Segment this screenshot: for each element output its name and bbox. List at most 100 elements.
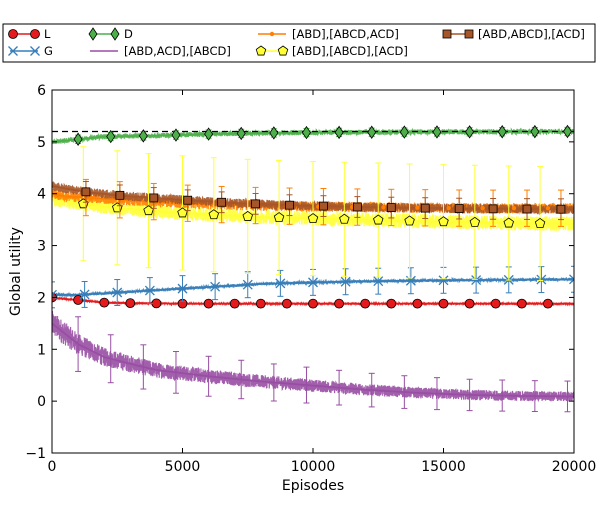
data-point [360, 298, 371, 309]
data-point [569, 274, 574, 285]
x-tick-label: 0 [48, 459, 57, 475]
x-tick-label: 15000 [421, 459, 466, 475]
data-point [73, 132, 83, 146]
error-bar [368, 372, 375, 408]
x-tick-label: 20000 [552, 459, 597, 475]
data-point [125, 298, 136, 309]
legend-label: [ABD],[ABCD,ACD] [292, 27, 399, 41]
legend-label: G [44, 44, 53, 58]
data-point [545, 206, 551, 211]
error-bar [238, 359, 245, 400]
data-point [536, 274, 547, 285]
legend-marker [8, 46, 18, 56]
data-point [543, 298, 553, 309]
legend-item: L [8, 27, 51, 41]
data-point [106, 129, 116, 144]
series-0-marks [52, 292, 553, 309]
legend-marker [88, 27, 98, 41]
data-point [480, 206, 485, 211]
legend-item: D [88, 27, 133, 41]
legend-label: D [124, 27, 133, 41]
error-bar [531, 380, 538, 413]
data-point [522, 204, 532, 214]
data-point [149, 193, 159, 203]
data-point [381, 205, 386, 210]
error-bar [205, 355, 212, 397]
data-point [112, 287, 123, 298]
data-point [88, 195, 94, 201]
data-point [373, 276, 384, 287]
data-point [171, 128, 181, 142]
legend: LG D [ABD,ACD],[ABCD] [ABD],[ABCD,ACD] [ABD]… [2, 23, 596, 63]
data-point [208, 209, 220, 220]
data-point [308, 298, 318, 309]
legend-item: [ABD,ACD],[ABCD] [90, 44, 231, 58]
error-bar [172, 351, 179, 394]
plot-area [52, 124, 574, 413]
data-point [438, 275, 449, 286]
y-tick-label: 4 [37, 187, 46, 203]
data-point [386, 298, 397, 309]
data-point [319, 201, 328, 211]
legend-marker [8, 29, 18, 39]
legend-label: [ABD,ABCD],[ACD] [478, 27, 585, 41]
data-point [242, 210, 253, 221]
data-point [511, 206, 517, 211]
data-point [99, 297, 110, 308]
data-point [255, 298, 266, 309]
data-point [516, 298, 527, 309]
data-point [251, 199, 260, 209]
error-bar [52, 281, 55, 309]
data-point [488, 204, 498, 214]
series-3 [52, 310, 574, 403]
error-bar [466, 378, 473, 412]
data-point [530, 124, 540, 139]
data-point [55, 192, 60, 197]
data-point [73, 295, 83, 305]
x-tick-label: 10000 [291, 459, 336, 475]
legend-marker [110, 27, 120, 41]
series-2-marks [73, 124, 572, 146]
data-point [352, 202, 362, 212]
series-3-marks [75, 316, 571, 413]
data-point [144, 285, 155, 296]
data-point [81, 187, 91, 197]
legend-item: [ABD],[ABCD,ACD] [258, 27, 399, 41]
data-point [404, 215, 415, 226]
data-point [183, 195, 193, 205]
data-point [242, 279, 253, 290]
data-point [469, 216, 481, 227]
legend-marker [30, 29, 40, 39]
legend-marker [464, 29, 474, 39]
legend-marker [30, 46, 40, 56]
data-point [497, 125, 507, 139]
data-point [138, 129, 148, 143]
data-point [273, 212, 285, 223]
legend-label: L [44, 27, 51, 41]
data-point [446, 205, 451, 211]
y-tick-label: 1 [37, 342, 46, 358]
error-bar [270, 363, 277, 402]
data-point [386, 203, 396, 212]
data-point [556, 204, 566, 214]
data-point [562, 124, 572, 139]
data-point [307, 213, 319, 224]
data-point [301, 125, 311, 140]
legend-item: [ABD,ABCD],[ACD] [442, 27, 585, 41]
data-point [534, 217, 546, 228]
data-point [432, 125, 442, 139]
data-point [438, 216, 449, 227]
data-point [210, 281, 221, 292]
data-point [275, 278, 286, 289]
data-point [203, 298, 214, 309]
error-bar [336, 369, 343, 406]
error-bar [433, 377, 440, 411]
error-bar [499, 379, 506, 412]
data-point [438, 298, 449, 309]
data-point [115, 190, 125, 200]
data-point [471, 275, 482, 286]
legend-marker [255, 45, 267, 56]
data-point [373, 214, 384, 225]
